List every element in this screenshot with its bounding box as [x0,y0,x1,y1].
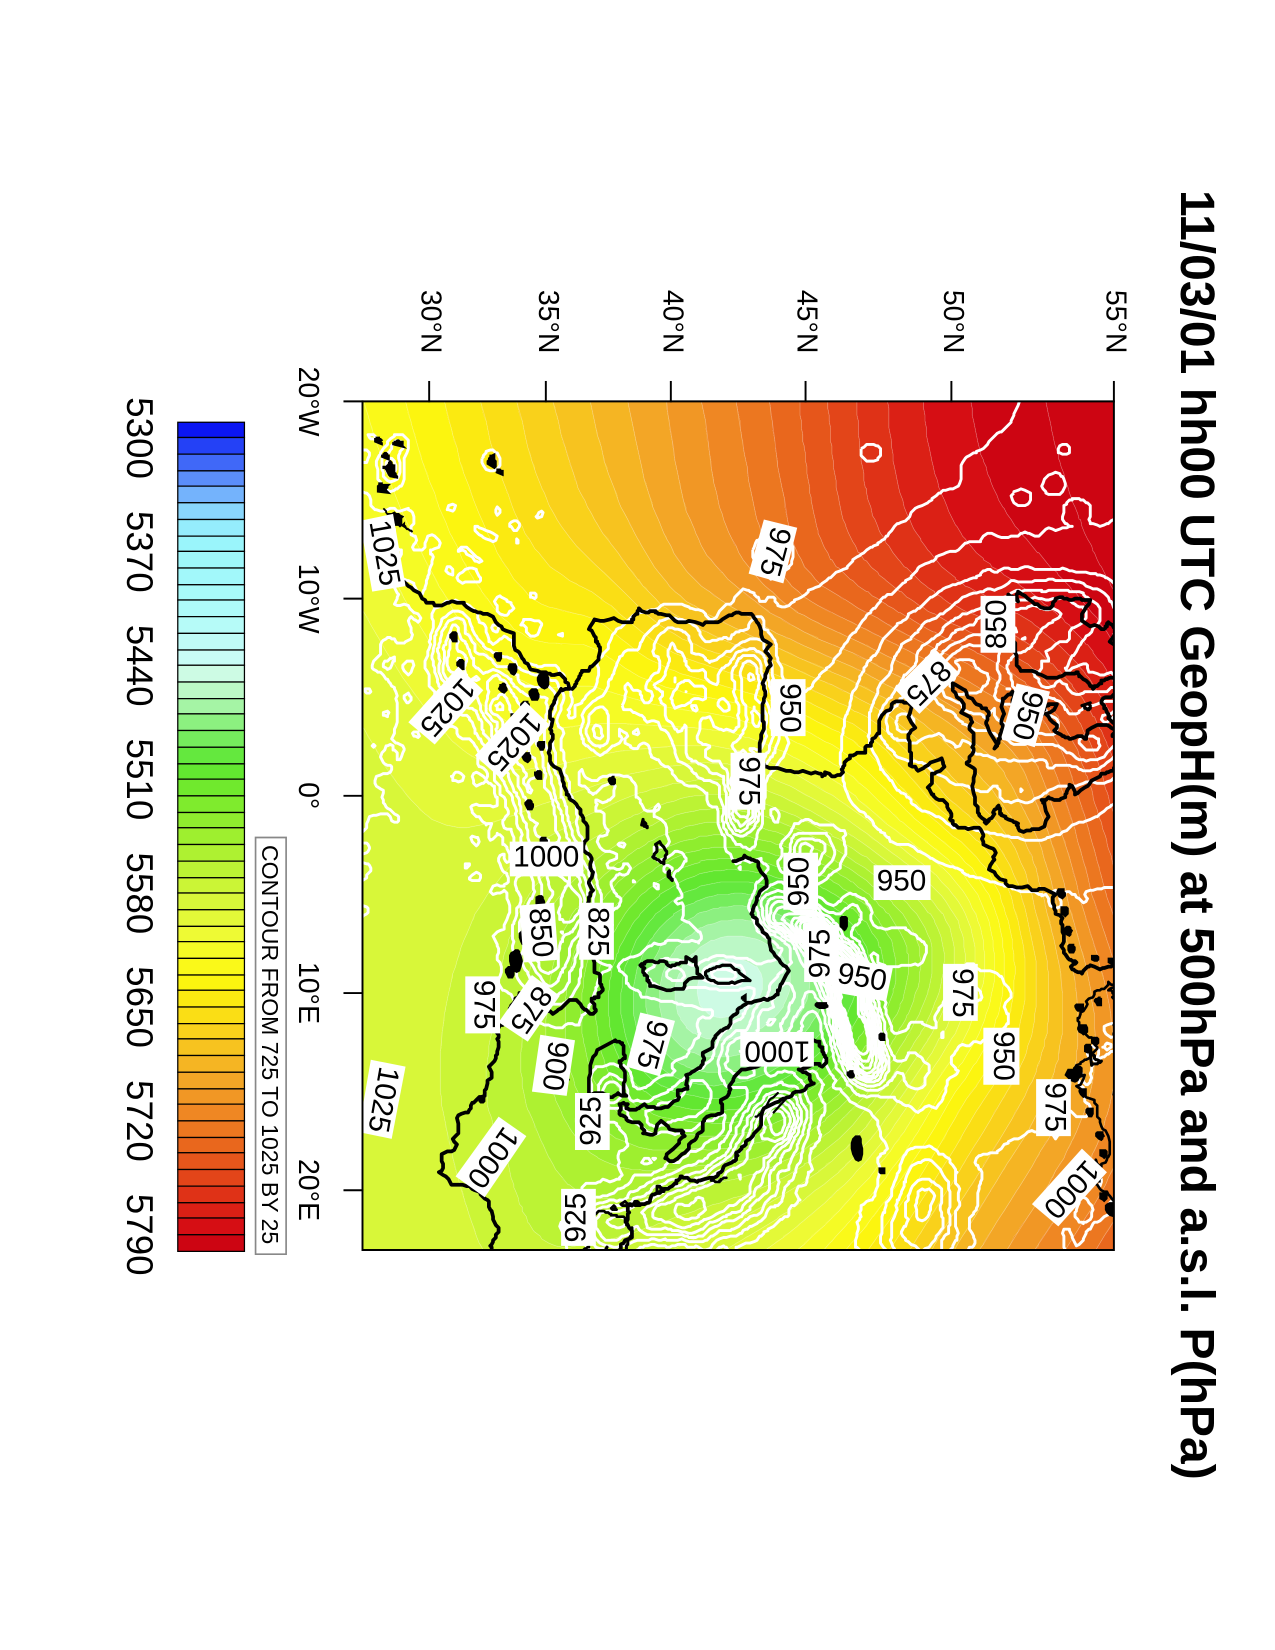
svg-text:20°W: 20°W [292,367,324,437]
svg-text:825: 825 [582,907,615,957]
svg-text:850: 850 [522,907,559,959]
svg-text:11/03/01 hh00 UTC GeopH(m) at: 11/03/01 hh00 UTC GeopH(m) at 500hPa and… [1170,190,1223,1480]
svg-text:5650: 5650 [119,966,160,1048]
svg-text:CONTOUR FROM 725 TO 1025 BY 25: CONTOUR FROM 725 TO 1025 BY 25 [257,845,283,1244]
svg-text:975: 975 [467,980,500,1030]
svg-text:35°N: 35°N [532,290,564,354]
svg-text:925: 925 [560,1193,593,1243]
svg-text:975: 975 [733,756,766,806]
svg-text:950: 950 [782,857,815,907]
svg-text:5440: 5440 [119,625,160,707]
svg-text:1000: 1000 [744,1034,810,1067]
svg-text:975: 975 [804,929,837,979]
svg-text:5370: 5370 [119,511,160,593]
svg-text:975: 975 [946,968,979,1018]
svg-text:55°N: 55°N [1100,290,1132,354]
svg-text:950: 950 [877,865,927,898]
svg-text:975: 975 [1039,1082,1072,1132]
svg-text:20°E: 20°E [292,1159,324,1221]
svg-text:5510: 5510 [119,739,160,821]
svg-text:5720: 5720 [119,1080,160,1162]
svg-text:10°E: 10°E [292,962,324,1024]
svg-text:5300: 5300 [119,397,160,479]
svg-text:925: 925 [574,1096,607,1146]
svg-text:850: 850 [980,600,1013,650]
svg-text:30°N: 30°N [415,290,447,354]
svg-text:5790: 5790 [119,1194,160,1276]
svg-text:45°N: 45°N [791,290,823,354]
svg-text:900: 900 [535,1039,575,1093]
svg-text:0°: 0° [292,782,324,809]
svg-text:10°W: 10°W [292,564,324,634]
svg-text:950: 950 [774,683,807,733]
svg-text:50°N: 50°N [937,290,969,354]
svg-text:5580: 5580 [119,852,160,934]
svg-text:1000: 1000 [513,841,579,874]
svg-text:950: 950 [987,1031,1020,1081]
svg-text:40°N: 40°N [656,290,688,354]
svg-text:950: 950 [835,957,890,998]
